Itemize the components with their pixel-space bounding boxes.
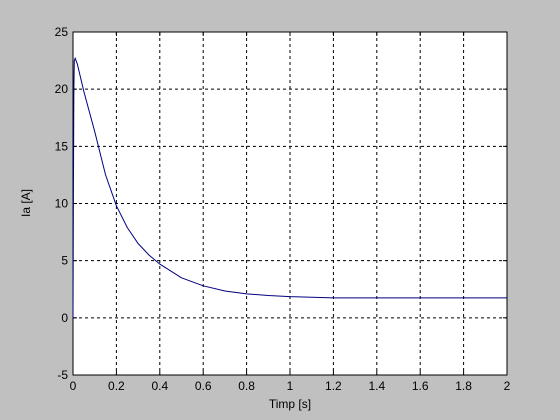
x-tick-label: 0.6 — [195, 379, 212, 393]
y-tick-label: -5 — [57, 368, 68, 382]
y-tick-label: 10 — [55, 197, 69, 211]
x-tick-label: 0.2 — [108, 379, 125, 393]
x-tick-label: 1.8 — [455, 379, 472, 393]
y-axis-label: Ia [A] — [19, 189, 33, 217]
x-tick-label: 0.4 — [151, 379, 168, 393]
y-tick-label: 20 — [55, 82, 69, 96]
y-tick-label: 25 — [55, 25, 69, 39]
y-tick-label: 15 — [55, 139, 69, 153]
x-tick-label: 1 — [287, 379, 294, 393]
data-line — [72, 56, 507, 318]
y-tick-label: 0 — [61, 311, 68, 325]
x-axis-label: Timp [s] — [269, 397, 311, 411]
x-tick-label: 1.6 — [412, 379, 429, 393]
x-tick-label: 0 — [70, 379, 77, 393]
x-tick-label: 1.4 — [368, 379, 385, 393]
x-tick-label: 1.2 — [325, 379, 342, 393]
x-tick-label: 2 — [504, 379, 511, 393]
x-tick-label: 0.8 — [238, 379, 255, 393]
y-tick-label: 5 — [61, 254, 68, 268]
